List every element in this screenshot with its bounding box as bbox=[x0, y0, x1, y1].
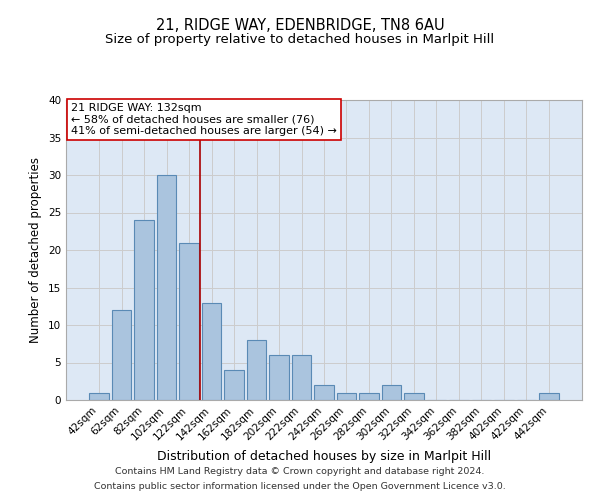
X-axis label: Distribution of detached houses by size in Marlpit Hill: Distribution of detached houses by size … bbox=[157, 450, 491, 463]
Bar bbox=[382, 385, 401, 400]
Bar bbox=[157, 175, 176, 400]
Bar bbox=[539, 392, 559, 400]
Bar bbox=[292, 355, 311, 400]
Bar bbox=[404, 392, 424, 400]
Bar bbox=[89, 392, 109, 400]
Bar bbox=[202, 302, 221, 400]
Bar bbox=[337, 392, 356, 400]
Bar bbox=[359, 392, 379, 400]
Text: Contains public sector information licensed under the Open Government Licence v3: Contains public sector information licen… bbox=[94, 482, 506, 491]
Bar bbox=[179, 242, 199, 400]
Y-axis label: Number of detached properties: Number of detached properties bbox=[29, 157, 43, 343]
Bar bbox=[247, 340, 266, 400]
Bar bbox=[112, 310, 131, 400]
Text: Size of property relative to detached houses in Marlpit Hill: Size of property relative to detached ho… bbox=[106, 32, 494, 46]
Text: Contains HM Land Registry data © Crown copyright and database right 2024.: Contains HM Land Registry data © Crown c… bbox=[115, 467, 485, 476]
Bar bbox=[134, 220, 154, 400]
Bar bbox=[224, 370, 244, 400]
Text: 21 RIDGE WAY: 132sqm
← 58% of detached houses are smaller (76)
41% of semi-detac: 21 RIDGE WAY: 132sqm ← 58% of detached h… bbox=[71, 103, 337, 136]
Bar bbox=[314, 385, 334, 400]
Bar bbox=[269, 355, 289, 400]
Text: 21, RIDGE WAY, EDENBRIDGE, TN8 6AU: 21, RIDGE WAY, EDENBRIDGE, TN8 6AU bbox=[155, 18, 445, 32]
